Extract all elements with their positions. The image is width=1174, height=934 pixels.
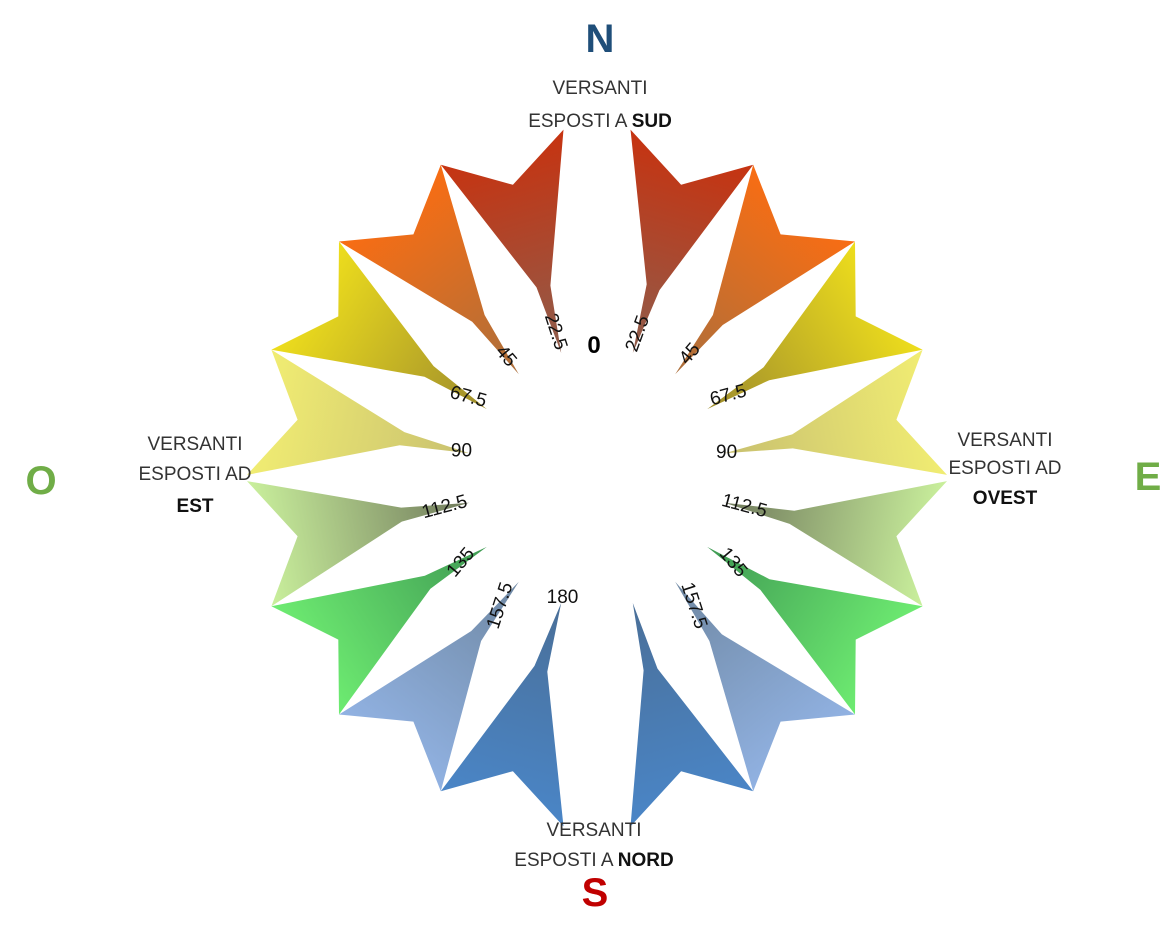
- sector-s-e-arrow: [630, 603, 754, 827]
- cardinal-north: N: [586, 17, 615, 61]
- sector-e-arrow: [724, 349, 947, 475]
- sector-ne-3-degree-label: 67.5: [708, 381, 749, 411]
- sector-ne-1-degree-label: 22.5: [622, 313, 654, 355]
- sector-se-3-degree-label: 157.5: [676, 580, 711, 632]
- sector-w-arrow: [247, 349, 470, 475]
- svg-text:ESPOSTI A SUD: ESPOSTI A SUD: [528, 111, 672, 132]
- cardinal-east: E: [1135, 455, 1162, 499]
- sector-sw-1-degree-label: 112.5: [420, 491, 470, 523]
- sector-sw-3-degree-label: 157.5: [483, 580, 518, 632]
- slope-caption-left: VERSANTI ESPOSTI AD EST: [139, 434, 252, 517]
- svg-text:EST: EST: [177, 496, 214, 517]
- svg-text:VERSANTI: VERSANTI: [147, 434, 242, 455]
- slope-caption-bottom: VERSANTI ESPOSTI A NORD: [514, 820, 673, 871]
- slope-caption-right: VERSANTI ESPOSTI AD OVEST: [949, 430, 1062, 509]
- svg-text:VERSANTI: VERSANTI: [552, 78, 647, 99]
- sector-sw-2-degree-label: 135: [443, 544, 479, 582]
- svg-text:ESPOSTI AD: ESPOSTI AD: [139, 464, 252, 485]
- sector-nw-3-arrow: [271, 241, 487, 410]
- sector-se-1-arrow: [724, 481, 947, 607]
- sector-nw-3-degree-label: 67.5: [448, 382, 489, 412]
- degree-zero-label: 0: [587, 332, 600, 359]
- svg-text:VERSANTI: VERSANTI: [957, 430, 1052, 451]
- sector-sw-3-arrow: [339, 581, 519, 792]
- svg-text:VERSANTI: VERSANTI: [546, 820, 641, 841]
- sector-nw-1-arrow: [440, 129, 564, 353]
- cardinal-south: S: [582, 871, 609, 915]
- sector-sw-1-arrow: [247, 481, 470, 607]
- sector-arrows: [247, 129, 947, 827]
- slope-caption-top: VERSANTI ESPOSTI A SUD: [528, 78, 672, 132]
- sector-ne-1-arrow: [630, 129, 754, 353]
- sector-ne-2-arrow: [675, 164, 855, 375]
- sector-nw-1-degree-label: 22.5: [540, 311, 571, 353]
- sector-ne-3-arrow: [707, 241, 923, 410]
- sector-se-1-degree-label: 112.5: [719, 490, 769, 522]
- degree-labels: 22.5 4567.590112.5135157.5180157.5135112.…: [420, 311, 770, 632]
- cardinal-west: O: [25, 459, 56, 503]
- sector-nw-2-arrow: [339, 164, 519, 375]
- sector-sw-2-arrow: [271, 546, 487, 715]
- sector-w-degree-label: 90: [451, 441, 472, 462]
- sector-s-w-arrow: [440, 603, 564, 827]
- sector-e-degree-label: 90: [716, 442, 737, 463]
- sector-se-2-arrow: [707, 546, 923, 715]
- sector-s-w-degree-label: 180: [547, 587, 579, 608]
- sector-se-3-arrow: [675, 581, 855, 792]
- svg-text:ESPOSTI AD: ESPOSTI AD: [949, 458, 1062, 479]
- svg-text:ESPOSTI A NORD: ESPOSTI A NORD: [514, 850, 673, 871]
- svg-text:OVEST: OVEST: [973, 488, 1038, 509]
